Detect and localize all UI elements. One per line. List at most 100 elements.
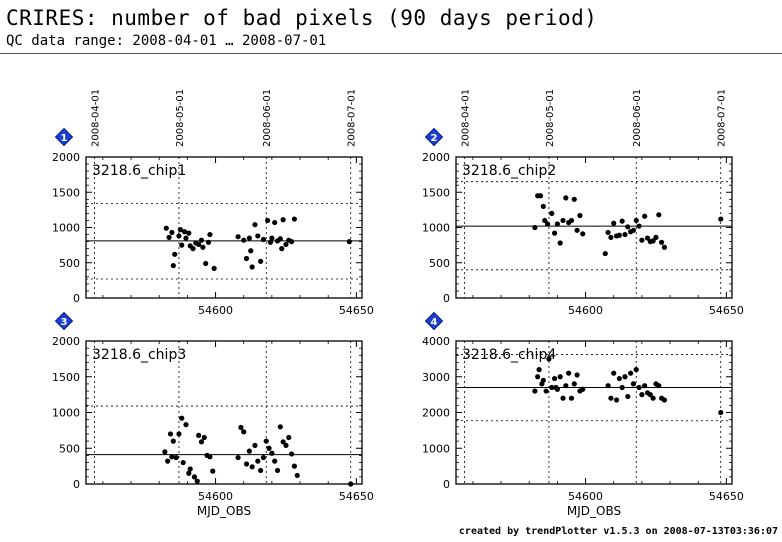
y-tick-label: 1000 <box>52 222 80 235</box>
data-point <box>266 445 272 451</box>
y-tick-label: 1000 <box>52 407 80 420</box>
data-point <box>243 461 250 467</box>
data-point <box>622 374 628 380</box>
panel-badge <box>54 127 74 147</box>
data-point <box>269 235 275 241</box>
data-point <box>346 239 352 245</box>
data-point <box>551 230 558 236</box>
y-tick-label: 3000 <box>422 371 450 384</box>
data-point <box>172 251 178 257</box>
data-point <box>611 370 617 376</box>
data-point <box>622 231 628 238</box>
data-point <box>557 374 563 380</box>
data-point <box>546 356 552 362</box>
data-point <box>636 223 642 229</box>
data-point <box>639 237 645 243</box>
data-point <box>252 442 258 448</box>
data-point <box>169 229 175 236</box>
data-point <box>560 395 566 401</box>
panel-label: 3218.6_chip2 <box>462 163 556 179</box>
data-point <box>616 232 622 238</box>
data-point <box>608 234 614 240</box>
data-point <box>260 454 267 461</box>
data-point <box>348 481 354 487</box>
panel-badge <box>424 311 444 331</box>
data-point <box>294 472 300 479</box>
data-point <box>619 218 625 224</box>
data-point <box>274 467 281 474</box>
data-point <box>540 377 546 383</box>
data-point <box>554 221 560 227</box>
chart-panel-3: 0 500 1000 1500 2000 54600 54650 3 3218.6_chip3 M… <box>52 311 374 518</box>
panel-badge-number: 4 <box>431 317 438 328</box>
data-point <box>566 370 572 376</box>
x-tick-label: 54600 <box>568 490 603 503</box>
data-point <box>639 392 645 398</box>
data-point <box>557 240 563 246</box>
data-point <box>642 213 648 219</box>
panel-badge <box>424 127 444 147</box>
data-point <box>201 434 207 441</box>
data-point <box>187 466 193 472</box>
data-point <box>280 217 286 223</box>
x-axis-label: MJD_OBS <box>567 504 621 518</box>
data-point <box>642 383 648 389</box>
x-tick-label: 54650 <box>339 304 374 317</box>
data-point <box>179 415 185 421</box>
top-date-label: 2008-05-01 <box>175 89 186 147</box>
data-point <box>183 422 189 428</box>
data-point <box>551 375 558 382</box>
data-point <box>210 468 216 474</box>
top-date-label: 2008-07-01 <box>347 89 358 147</box>
data-point <box>248 248 254 254</box>
data-point <box>574 372 580 378</box>
panel-badge-number: 2 <box>431 133 438 144</box>
data-point <box>235 234 241 240</box>
data-point <box>255 233 261 239</box>
data-point <box>207 231 213 238</box>
panel-badge-number: 3 <box>61 317 68 328</box>
data-point <box>633 217 639 224</box>
data-point <box>249 264 255 270</box>
x-tick-label: 54650 <box>709 304 744 317</box>
y-tick-label: 2000 <box>52 335 80 348</box>
data-point <box>265 217 271 224</box>
top-date-label: 2008-06-01 <box>262 89 273 147</box>
data-point <box>288 451 295 457</box>
data-point <box>269 450 275 456</box>
data-point <box>563 195 569 201</box>
y-tick-label: 500 <box>429 257 450 270</box>
data-point <box>542 217 548 224</box>
y-tick-label: 500 <box>59 442 80 455</box>
y-tick-label: 1500 <box>52 186 80 199</box>
y-tick-label: 1000 <box>422 222 450 235</box>
panel-badge-number: 1 <box>61 133 68 144</box>
data-point <box>560 217 566 224</box>
y-tick-label: 4000 <box>422 335 450 348</box>
header-divider <box>0 53 782 54</box>
data-point <box>549 384 555 391</box>
data-point <box>170 438 176 444</box>
data-point <box>263 438 269 444</box>
data-point <box>536 367 542 373</box>
y-tick-label: 2000 <box>422 407 450 420</box>
data-point <box>167 431 174 437</box>
top-date-label: 2008-05-01 <box>545 89 556 147</box>
data-point <box>532 388 538 394</box>
data-point <box>568 217 575 224</box>
data-point <box>165 458 171 464</box>
data-point <box>554 386 560 392</box>
data-point <box>249 464 255 470</box>
data-point <box>183 235 189 241</box>
data-point <box>235 454 241 461</box>
data-point <box>605 383 611 389</box>
data-point <box>246 448 252 454</box>
page-title: CRIRES: number of bad pixels (90 days pe… <box>6 6 598 30</box>
data-point <box>198 237 205 243</box>
top-date-label: 2008-06-01 <box>632 89 643 147</box>
data-point <box>283 442 289 448</box>
data-point <box>277 424 283 430</box>
data-point <box>535 374 541 380</box>
data-point <box>537 193 544 199</box>
data-point <box>286 434 292 441</box>
